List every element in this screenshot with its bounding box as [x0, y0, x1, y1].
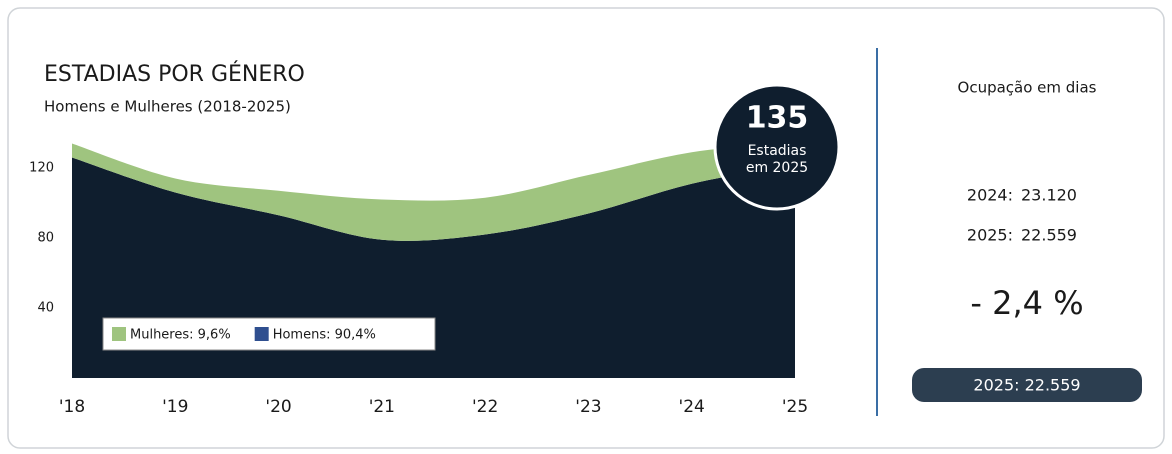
panel-value: 23.120 [1021, 186, 1077, 205]
badge-text: Estadias [748, 143, 807, 159]
x-tick-label: '22 [472, 397, 498, 417]
legend-box [102, 317, 436, 351]
panel-pill [912, 368, 1142, 402]
panel-title: Ocupação em dias [958, 79, 1097, 97]
x-tick-label: '18 [59, 397, 85, 417]
legend-label: Homens: 90,4% [273, 328, 376, 343]
badge-text: em 2025 [746, 160, 808, 176]
legend-swatch [112, 327, 126, 341]
legend: Mulheres: 9,6% Homens: 90,4% [102, 317, 436, 351]
panel-label: 2025: [967, 226, 1013, 245]
legend-swatch [254, 327, 269, 341]
y-tick-label: 80 [37, 231, 54, 246]
panel-value: 22.559 [1021, 226, 1077, 245]
x-tick-label: '19 [162, 397, 188, 417]
legend-label: Mulheres: 9,6% [130, 328, 231, 343]
panel-label: 2024: [967, 186, 1013, 205]
y-tick-label: 40 [37, 301, 54, 316]
x-tick-label: '21 [369, 397, 395, 417]
panel-change: - 2,4 % [970, 284, 1083, 322]
x-tick-label: '23 [575, 397, 601, 417]
chart-title: ESTADIAS POR GÉNERO [44, 61, 305, 87]
x-tick-label: '20 [265, 397, 291, 417]
panel-pill-text: 2025: 22.559 [973, 376, 1080, 395]
x-tick-label: '25 [782, 397, 808, 417]
y-tick-label: 120 [29, 161, 54, 176]
badge-value: 135 [746, 101, 809, 136]
chart-subtitle: Homens e Mulheres (2018-2025) [44, 98, 291, 116]
x-tick-label: '24 [679, 397, 705, 417]
badge [713, 83, 841, 211]
